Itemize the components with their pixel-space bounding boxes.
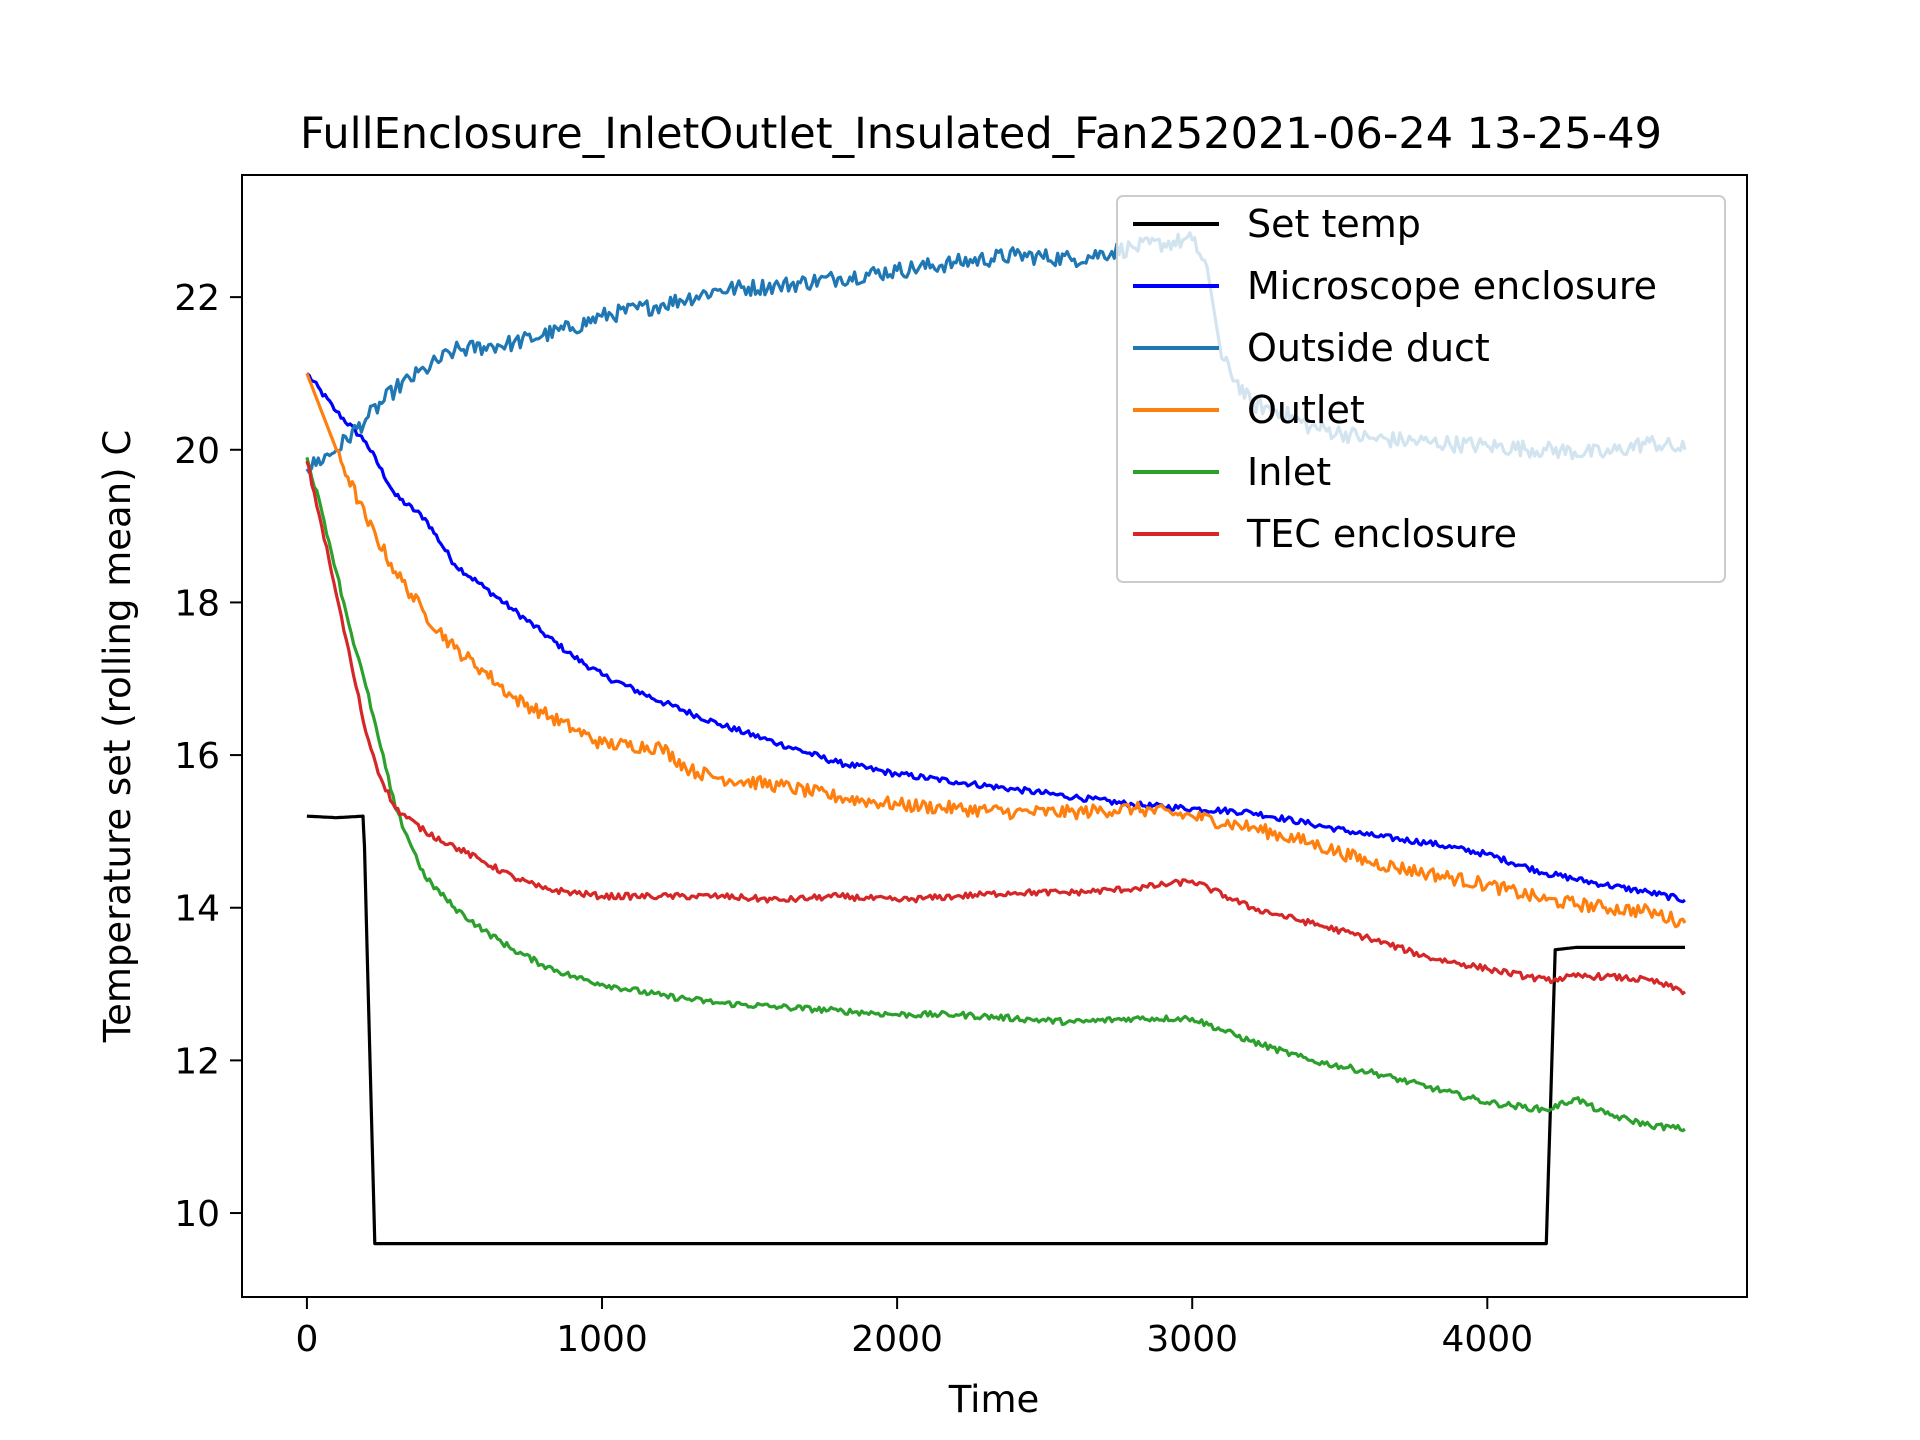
y-axis: 10 12 14 16 18 20 22 [174, 278, 242, 1235]
y-tick-label: 16 [174, 736, 220, 777]
legend-label: Set temp [1247, 202, 1421, 246]
legend-label: Outlet [1247, 388, 1365, 432]
plot-frame [241, 174, 1748, 1298]
legend-label: Inlet [1247, 450, 1331, 494]
legend-label: TEC enclosure [1246, 512, 1517, 556]
series-line-outlet [305, 372, 1687, 929]
x-tick-label: 2000 [851, 1319, 943, 1360]
x-tick-label: 1000 [556, 1319, 648, 1360]
y-tick-label: 12 [174, 1041, 220, 1082]
y-tick-label: 10 [174, 1194, 220, 1235]
x-axis-label: Time [948, 1378, 1040, 1421]
x-tick-label: 4000 [1442, 1319, 1534, 1360]
x-axis: 0 1000 2000 3000 4000 [295, 1297, 1533, 1360]
series-line-tec-enclosure [305, 460, 1686, 996]
legend-label: Outside duct [1247, 326, 1490, 370]
x-tick-label: 3000 [1146, 1319, 1238, 1360]
series-layer [305, 231, 1687, 1246]
x-tick-label: 0 [295, 1319, 318, 1360]
y-tick-label: 20 [174, 431, 220, 472]
series-line-inlet [305, 457, 1686, 1133]
series-line-microscope-enclosure [305, 372, 1686, 904]
y-tick-label: 14 [174, 889, 220, 930]
y-axis-label: Temperature set (rolling mean) C [96, 430, 139, 1043]
chart-title: FullEnclosure_InletOutlet_Insulated_Fan2… [300, 109, 1662, 159]
y-tick-label: 18 [174, 583, 220, 624]
legend-label: Microscope enclosure [1247, 264, 1657, 308]
legend-box [1116, 195, 1726, 583]
legend: Set temp Microscope enclosure Outside duct… [1116, 195, 1726, 583]
y-tick-label: 22 [174, 278, 220, 319]
series-line-set-temp [306, 814, 1685, 1246]
